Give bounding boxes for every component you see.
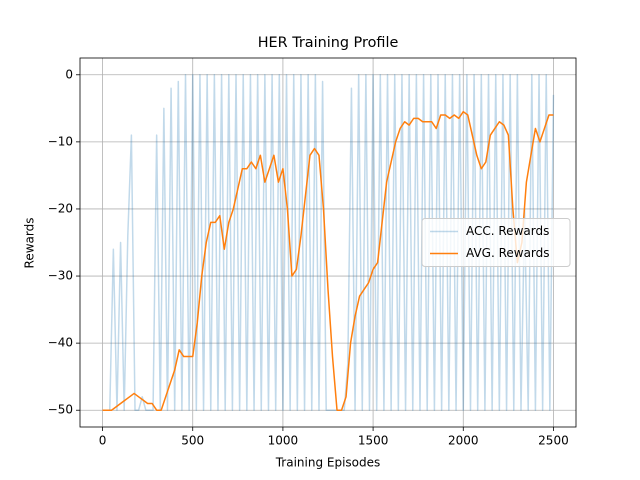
y-axis-label: Rewards: [23, 218, 37, 269]
legend-label: AVG. Rewards: [466, 246, 550, 260]
legend: ACC. Rewards AVG. Rewards: [421, 218, 571, 267]
x-tick-label: 2500: [538, 434, 569, 448]
chart-title: HER Training Profile: [258, 35, 399, 51]
y-tick-label: 0: [65, 67, 73, 81]
x-tick-label: 2000: [448, 434, 479, 448]
y-tick-label: −10: [48, 134, 73, 148]
legend-box: [421, 218, 571, 267]
y-tick-label: −40: [48, 336, 73, 350]
x-tick-label: 1000: [268, 434, 299, 448]
series-line: [102, 110, 554, 411]
x-tick-label: 0: [99, 434, 107, 448]
y-tick-label: −20: [48, 201, 73, 215]
x-tick-label: 1500: [358, 434, 389, 448]
legend-label: ACC. Rewards: [466, 224, 549, 238]
y-tick-label: −50: [48, 403, 73, 417]
plot-frame: [79, 57, 577, 428]
y-tick-label: −30: [48, 269, 73, 283]
x-tick-label: 500: [181, 434, 204, 448]
series-line: [102, 74, 555, 411]
x-axis-label: Training Episodes: [275, 456, 381, 470]
